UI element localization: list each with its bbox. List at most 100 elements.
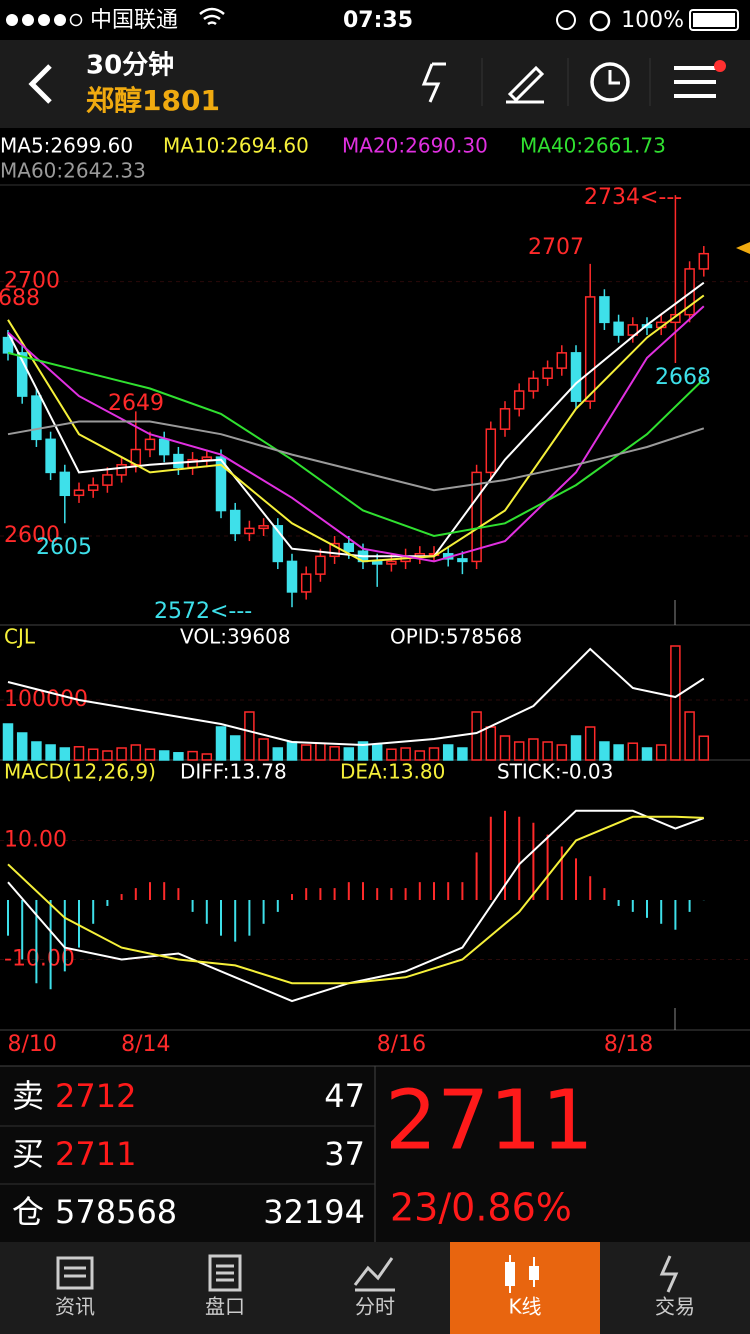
tab-icons xyxy=(56,1254,679,1293)
x-tick-label: 8/16 xyxy=(377,1032,426,1057)
volume-bar xyxy=(244,711,255,761)
candle-body xyxy=(45,438,56,474)
candle-body xyxy=(599,296,610,324)
candle-body xyxy=(513,390,525,410)
volume-bar xyxy=(485,726,497,761)
line-series xyxy=(7,281,705,558)
tab-bar xyxy=(0,1242,750,1334)
volume-bar xyxy=(158,750,170,761)
candle-body xyxy=(315,555,326,575)
volume-bar xyxy=(698,735,710,761)
quote-price: 2711 xyxy=(55,1135,136,1173)
legend-entry: OPID:578568 xyxy=(390,625,522,649)
panel-title: MACD(12,26,9) xyxy=(4,760,156,784)
panel-label: STICK:-0.03 xyxy=(497,760,613,784)
annotation: 2649 xyxy=(108,391,164,416)
clock-hand xyxy=(608,70,620,85)
line-series xyxy=(7,647,705,747)
candle-body xyxy=(343,542,355,552)
period: 30分钟 xyxy=(86,50,174,81)
volume-bar xyxy=(300,744,312,761)
candle-body xyxy=(258,525,269,530)
flash-button[interactable] xyxy=(421,62,446,103)
volume-bar xyxy=(31,741,42,761)
line-series xyxy=(7,809,705,1003)
volume-bar xyxy=(258,738,269,761)
volume-bar xyxy=(428,747,440,761)
quote-side: 仓 xyxy=(12,1193,44,1231)
history-button[interactable] xyxy=(590,62,630,102)
volume-bar xyxy=(16,732,28,761)
volume-bar xyxy=(286,741,298,761)
volume-bar xyxy=(116,747,127,761)
candle-body xyxy=(371,560,383,565)
quote-price: 578568 xyxy=(55,1193,177,1231)
wifi-icon xyxy=(199,7,225,26)
candle-body xyxy=(173,453,184,469)
battery-text: 100% xyxy=(621,8,684,33)
volume-bar xyxy=(102,750,113,761)
volume-bar xyxy=(556,744,568,761)
line-series xyxy=(7,294,705,563)
candle-body xyxy=(87,484,99,491)
y-tick-label: 2600 xyxy=(4,523,60,548)
tab-label[interactable]: 资讯 xyxy=(55,1295,95,1319)
tab-label[interactable]: K线 xyxy=(508,1295,541,1319)
candle-body xyxy=(16,352,28,397)
volume-bar xyxy=(315,742,326,761)
tab-label[interactable]: 盘口 xyxy=(205,1295,245,1319)
legend-entry: DIFF:13.78 xyxy=(180,760,287,784)
volume-bar xyxy=(371,744,383,761)
candle-body xyxy=(613,321,624,336)
candle-body xyxy=(272,525,284,563)
badge xyxy=(714,60,726,72)
x-tick-label: 8/10 xyxy=(7,1032,56,1057)
header xyxy=(0,40,750,128)
y-tick-label: 10.00 xyxy=(4,828,67,853)
last-price: 2711 xyxy=(385,1073,594,1168)
tab-label[interactable]: 交易 xyxy=(655,1295,695,1319)
clock: 07:35 xyxy=(343,8,413,33)
volume-bar xyxy=(229,735,241,761)
candle-body xyxy=(2,336,14,354)
legend-entry: MA60:2642.33 xyxy=(0,159,146,183)
annotation: 688 xyxy=(0,286,40,311)
contract-name: 郑醇1801 xyxy=(86,84,220,117)
candle-body xyxy=(73,489,85,497)
candle-body xyxy=(556,352,568,369)
battery-level xyxy=(693,13,735,27)
annotation: 2668 xyxy=(655,365,711,390)
volume-bar xyxy=(272,747,284,761)
quote-volume: 32194 xyxy=(263,1193,365,1231)
carrier: 中国联通 xyxy=(90,8,178,33)
volume-bar xyxy=(59,747,71,761)
draw-button[interactable] xyxy=(506,65,545,104)
volume-bar xyxy=(584,726,596,761)
volume-bar xyxy=(329,746,340,761)
candle-body xyxy=(244,527,255,535)
candle-body xyxy=(102,474,113,486)
volume-bar xyxy=(130,744,142,761)
x-tick-label: 8/14 xyxy=(121,1032,170,1057)
candle-body xyxy=(229,509,241,535)
menu-button[interactable] xyxy=(674,66,716,98)
volume-bar xyxy=(499,735,511,761)
legend-entry: MA10:2694.60 xyxy=(163,134,309,158)
volume-bar xyxy=(414,750,426,761)
candle-body xyxy=(215,456,227,512)
candle-body xyxy=(471,471,482,563)
charts: 2700 2600 MA5:2699.60 MA10:2694.60 MA20:2690… xyxy=(0,134,750,1057)
volume-bar xyxy=(357,741,369,761)
tab-label[interactable]: 分时 xyxy=(355,1295,395,1319)
volume-bar xyxy=(457,747,468,761)
back-button[interactable] xyxy=(28,64,52,104)
volume-bar xyxy=(400,747,411,761)
volume-bar xyxy=(613,744,624,761)
candle-body xyxy=(542,367,553,380)
candle-body xyxy=(528,377,539,392)
volume-bar xyxy=(215,726,227,761)
volume-bar xyxy=(513,741,525,761)
candle-body xyxy=(59,471,71,497)
annotation: 2707 xyxy=(528,235,584,260)
